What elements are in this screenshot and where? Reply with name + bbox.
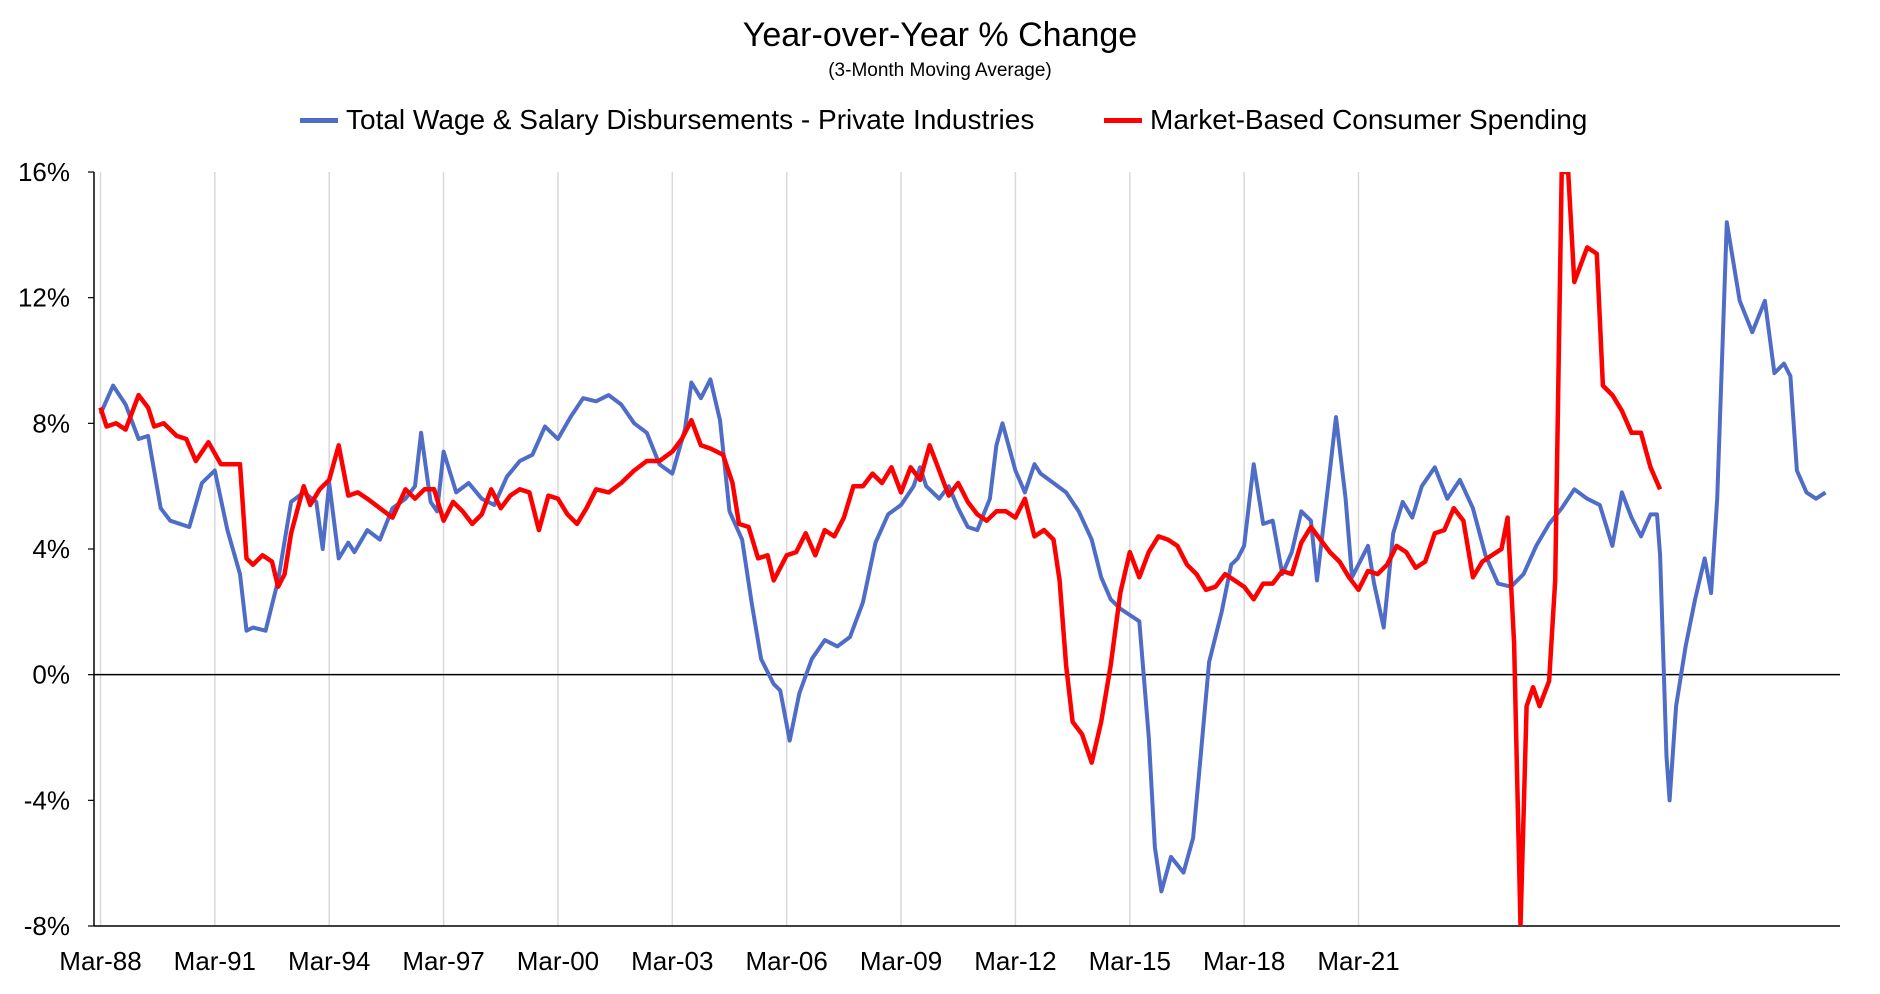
legend-item-spending: Market-Based Consumer Spending (1104, 104, 1587, 136)
y-tick-label: 0% (32, 660, 70, 690)
x-tick-label: Mar-09 (860, 946, 942, 976)
chart-title: Year-over-Year % Change (742, 16, 1138, 54)
legend: Total Wage & Salary Disbursements - Priv… (0, 104, 1880, 144)
y-tick-label: 8% (32, 408, 70, 438)
y-tick-label: -8% (24, 911, 70, 941)
y-tick-label: 4% (32, 534, 70, 564)
x-tick-label: Mar-03 (631, 946, 713, 976)
series-line-wages (98, 220, 1827, 894)
x-tick-label: Mar-18 (1203, 946, 1285, 976)
x-tick-label: Mar-91 (174, 946, 256, 976)
y-tick-label: -4% (24, 785, 70, 815)
y-tick-label: 12% (18, 283, 70, 313)
x-tick-label: Mar-94 (288, 946, 370, 976)
x-tick-label: Mar-06 (746, 946, 828, 976)
x-tick-label: Mar-88 (59, 946, 141, 976)
x-tick-label: Mar-12 (974, 946, 1056, 976)
legend-label-wages: Total Wage & Salary Disbursements - Priv… (346, 104, 1035, 135)
x-tick-label: Mar-97 (402, 946, 484, 976)
legend-swatch-spending (1104, 117, 1142, 123)
y-tick-label: 16% (18, 157, 70, 187)
x-tick-label: Mar-21 (1317, 946, 1399, 976)
legend-label-spending: Market-Based Consumer Spending (1150, 104, 1588, 135)
x-tick-label: Mar-15 (1089, 946, 1171, 976)
series-line-spending (98, 172, 1663, 926)
chart-subtitle: (3-Month Moving Average) (828, 60, 1052, 81)
x-tick-label: Mar-00 (517, 946, 599, 976)
legend-item-wages: Total Wage & Salary Disbursements - Priv… (300, 104, 1034, 136)
legend-swatch-wages (300, 117, 338, 123)
